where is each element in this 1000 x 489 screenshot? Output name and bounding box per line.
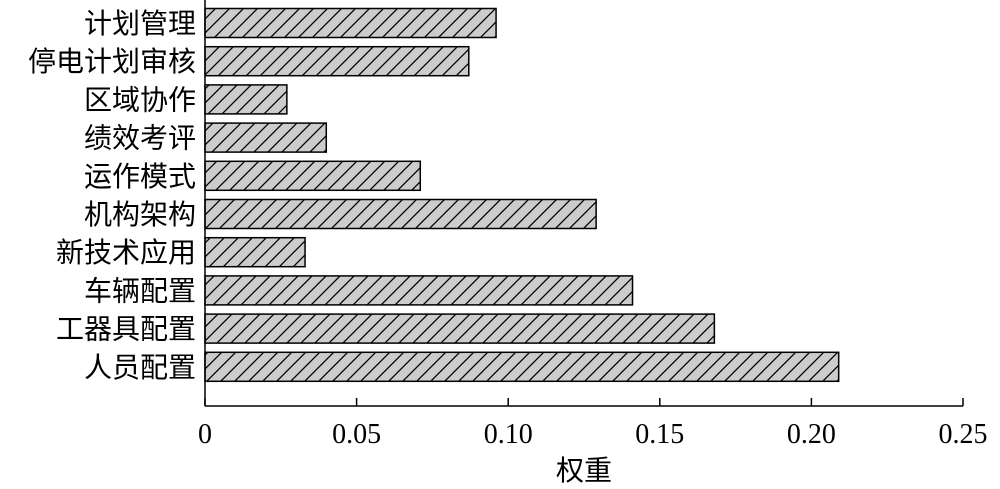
x-ticks-layer: 0 0.05 0.10 0.15 0.20 0.25 <box>198 398 988 450</box>
bar-4 <box>204 122 328 153</box>
category-label: 工器具配置 <box>56 313 196 346</box>
bar-3 <box>204 84 288 115</box>
category-label: 人员配置 <box>84 351 196 384</box>
bar-7 <box>204 236 306 268</box>
bars-layer <box>204 7 840 383</box>
bar-1 <box>204 7 497 39</box>
bar-6 <box>204 198 597 230</box>
axes-layer <box>204 0 963 407</box>
x-tick-label: 0.05 <box>332 419 381 450</box>
x-tick-label: 0.20 <box>787 419 836 450</box>
x-tick-label: 0 <box>198 419 212 450</box>
bar-8 <box>204 275 634 306</box>
bar-2 <box>204 45 470 77</box>
x-tick-label: 0.25 <box>939 419 988 450</box>
x-axis-title: 权重 <box>556 454 612 487</box>
x-tick-label: 0.10 <box>484 419 533 450</box>
category-label: 运作模式 <box>84 160 196 193</box>
category-label: 新技术应用 <box>56 236 196 269</box>
bar-10 <box>204 351 840 383</box>
category-label: 绩效考评 <box>84 122 196 155</box>
category-label: 计划管理 <box>84 7 196 40</box>
x-tick-label: 0.15 <box>635 419 684 450</box>
bar-9 <box>204 313 716 344</box>
category-labels-layer: 计划管理停电计划审核区域协作绩效考评运作模式机构架构新技术应用车辆配置工器具配置… <box>28 7 196 384</box>
category-label: 车辆配置 <box>84 274 196 307</box>
bar-5 <box>204 160 422 192</box>
category-label: 停电计划审核 <box>28 45 196 78</box>
category-label: 机构架构 <box>84 198 196 231</box>
category-label: 区域协作 <box>84 83 196 116</box>
